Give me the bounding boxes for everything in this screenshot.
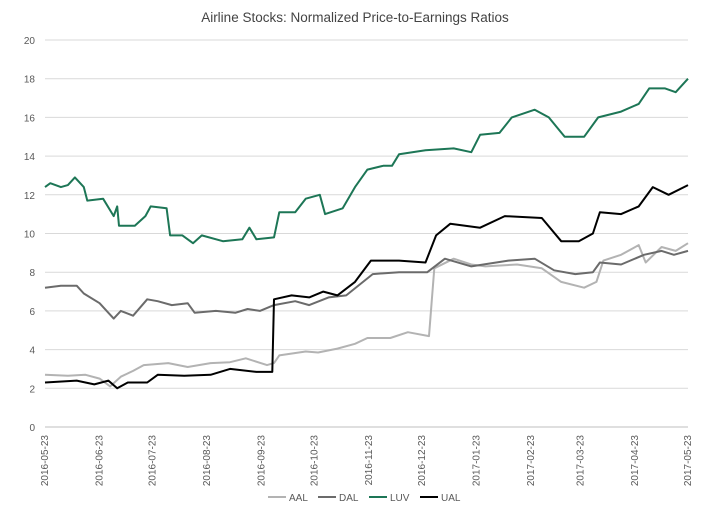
legend: AAL DAL LUV UAL (268, 493, 461, 504)
x-tick-label: 2016-06-23 (95, 435, 106, 487)
y-tick-label: 20 (24, 36, 36, 47)
series-line-luv (44, 78, 689, 245)
series-lines (44, 78, 689, 390)
legend-label-ual: UAL (441, 493, 461, 504)
series-line-aal (44, 242, 689, 388)
y-tick-label: 14 (24, 152, 36, 163)
x-tick-label: 2017-02-23 (526, 435, 537, 487)
x-tick-label: 2016-10-23 (310, 435, 321, 487)
x-tick-label: 2016-09-23 (257, 435, 268, 487)
gridlines (45, 39, 688, 428)
y-tick-label: 16 (24, 113, 36, 124)
y-tick-label: 6 (29, 307, 35, 318)
chart-title: Airline Stocks: Normalized Price-to-Earn… (201, 10, 509, 25)
y-tick-label: 8 (29, 268, 35, 279)
y-tick-label: 12 (24, 191, 36, 202)
x-tick-label: 2017-05-23 (683, 435, 694, 487)
legend-label-dal: DAL (339, 493, 359, 504)
legend-label-luv: LUV (390, 493, 410, 504)
y-axis-ticks: 0 2 4 6 8 10 12 14 16 18 20 (24, 36, 36, 434)
y-tick-label: 4 (29, 346, 35, 357)
x-tick-label: 2016-12-23 (417, 435, 428, 487)
x-tick-label: 2017-04-23 (630, 435, 641, 487)
y-tick-label: 18 (24, 75, 36, 86)
legend-label-aal: AAL (289, 493, 308, 504)
x-tick-label: 2017-03-23 (576, 435, 587, 487)
series-line-dal (44, 249, 689, 320)
y-tick-label: 2 (29, 384, 35, 395)
series-line-ual (44, 184, 689, 390)
x-tick-label: 2017-01-23 (472, 435, 483, 487)
x-tick-label: 2016-05-23 (40, 435, 51, 487)
x-tick-label: 2016-08-23 (202, 435, 213, 487)
x-tick-label: 2016-11-23 (364, 435, 375, 486)
y-tick-label: 10 (24, 230, 36, 241)
y-tick-label: 0 (29, 423, 35, 434)
x-axis-ticks: 2016-05-23 2016-06-23 2016-07-23 2016-08-23… (40, 435, 694, 487)
x-tick-label: 2016-07-23 (147, 435, 158, 487)
